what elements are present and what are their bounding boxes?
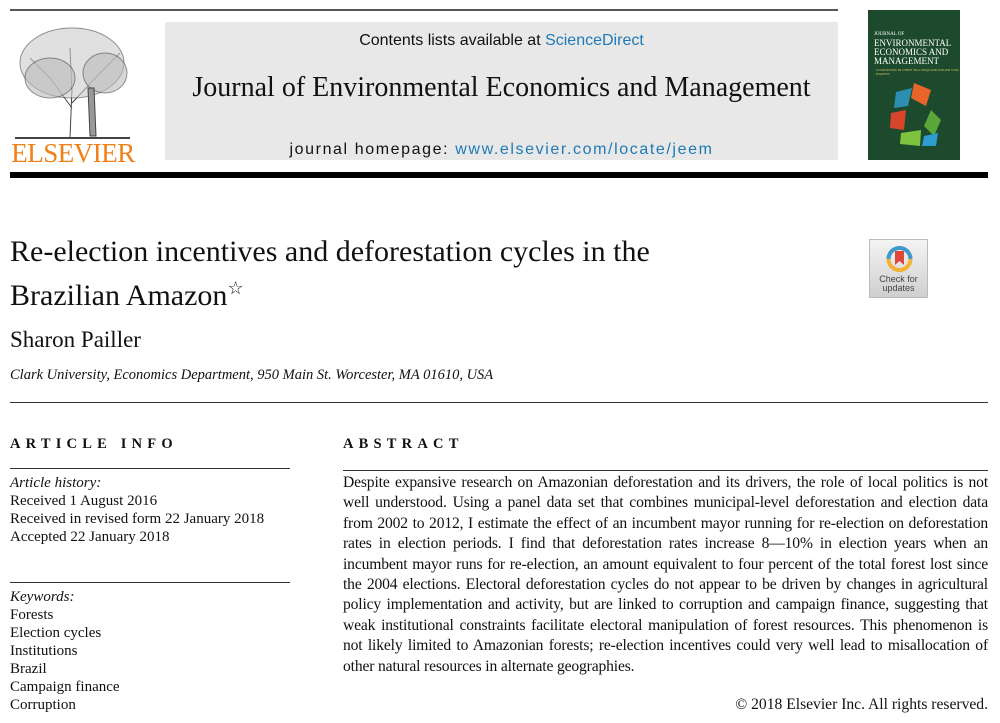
top-rule bbox=[10, 9, 838, 11]
elsevier-tree-logo bbox=[15, 27, 130, 139]
check-updates-label: Check for updates bbox=[879, 274, 918, 293]
copyright-notice: © 2018 Elsevier Inc. All rights reserved… bbox=[735, 696, 988, 713]
keywords: Keywords: Forests Election cycles Instit… bbox=[10, 588, 290, 714]
check-for-updates-button[interactable]: Check for updates bbox=[869, 239, 928, 298]
homepage-prefix: journal homepage: bbox=[289, 141, 456, 158]
keyword: Forests bbox=[10, 607, 54, 623]
journal-masthead: Contents lists available at ScienceDirec… bbox=[165, 22, 838, 160]
header-rule bbox=[10, 402, 988, 403]
check-updates-icon bbox=[886, 246, 913, 272]
cover-title-line1: JOURNAL OF bbox=[874, 32, 905, 37]
cover-title-line2: ENVIRONMENTAL ECONOMICS AND MANAGEMENT bbox=[874, 38, 951, 66]
cover-title: JOURNAL OF ENVIRONMENTAL ECONOMICS AND M… bbox=[874, 30, 956, 66]
contents-prefix: Contents lists available at bbox=[359, 32, 546, 49]
elsevier-wordmark: ELSEVIER bbox=[11, 138, 135, 168]
keyword: Brazil bbox=[10, 661, 47, 677]
history-label: Article history: bbox=[10, 475, 102, 491]
history-revised: Received in revised form 22 January 2018 bbox=[10, 511, 265, 527]
sciencedirect-link[interactable]: ScienceDirect bbox=[545, 32, 644, 49]
keywords-label: Keywords: bbox=[10, 589, 75, 605]
abstract-rule bbox=[343, 470, 988, 471]
journal-title: Journal of Environmental Economics and M… bbox=[192, 72, 811, 103]
keyword: Campaign finance bbox=[10, 679, 120, 695]
article-history: Article history: Received 1 August 2016 … bbox=[10, 474, 290, 546]
author-affiliation: Clark University, Economics Department, … bbox=[10, 367, 494, 383]
masthead-divider-bar bbox=[10, 172, 988, 178]
abstract-text: Despite expansive research on Amazonian … bbox=[343, 474, 988, 675]
author-name[interactable]: Sharon Pailler bbox=[10, 327, 141, 352]
article-info-rule bbox=[10, 468, 290, 469]
history-accepted: Accepted 22 January 2018 bbox=[10, 529, 170, 545]
title-footnote-star[interactable]: ☆ bbox=[227, 278, 244, 298]
keyword: Election cycles bbox=[10, 625, 102, 641]
homepage-line: journal homepage: www.elsevier.com/locat… bbox=[165, 141, 838, 159]
recycle-graphic bbox=[890, 83, 941, 146]
article-title: Re-election incentives and deforestation… bbox=[10, 234, 810, 314]
homepage-link[interactable]: www.elsevier.com/locate/jeem bbox=[455, 141, 714, 158]
cover-editors: CO-EDITORS IN CHIEF TILL REQUATE ROGER V… bbox=[876, 68, 959, 76]
article-info-heading: ARTICLE INFO bbox=[10, 436, 178, 452]
history-received: Received 1 August 2016 bbox=[10, 493, 158, 509]
title-line-1: Re-election incentives and deforestation… bbox=[10, 235, 650, 268]
contents-line: Contents lists available at ScienceDirec… bbox=[165, 32, 838, 50]
abstract-heading: ABSTRACT bbox=[343, 436, 464, 452]
keyword: Institutions bbox=[10, 643, 78, 659]
keywords-rule bbox=[10, 582, 290, 583]
title-line-2: Brazilian Amazon bbox=[10, 279, 228, 312]
keyword: Corruption bbox=[10, 697, 76, 713]
journal-cover-image: JOURNAL OF ENVIRONMENTAL ECONOMICS AND M… bbox=[868, 10, 960, 160]
